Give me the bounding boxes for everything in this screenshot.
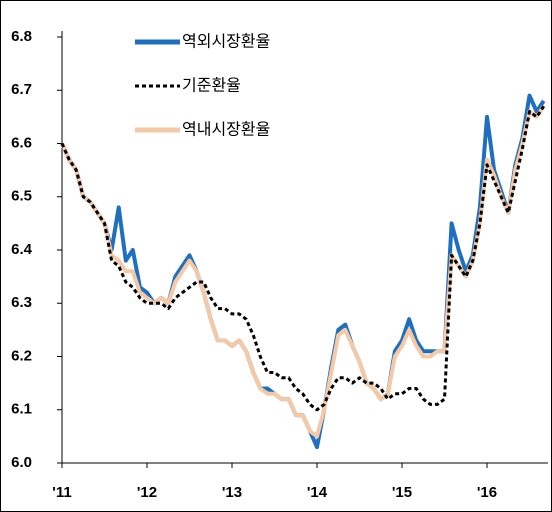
y-tick-label: 6.7 [11,81,32,98]
series-line [60,105,546,439]
y-tick-label: 6.0 [11,454,32,471]
y-tick-label: 6.2 [11,347,32,364]
legend-label: 기준환율 [182,76,241,95]
x-tick-label: '15 [392,484,412,501]
legend-label: 역내시장환율 [182,120,270,139]
series-line [60,105,545,412]
y-tick-label: 6.5 [11,188,32,205]
x-tick-label: '14 [307,484,328,501]
legend-label: 역외시장환율 [182,32,270,51]
x-tick-label: '12 [137,484,157,501]
x-tick-label: '11 [52,484,71,501]
y-tick-label: 6.8 [11,28,32,45]
x-tick-label: '13 [222,484,242,501]
y-tick-label: 6.4 [11,241,33,258]
y-tick-label: 6.1 [11,401,32,418]
y-tick-label: 6.3 [11,294,32,311]
y-tick-label: 6.6 [11,134,32,151]
x-tick-label: '16 [477,484,497,501]
